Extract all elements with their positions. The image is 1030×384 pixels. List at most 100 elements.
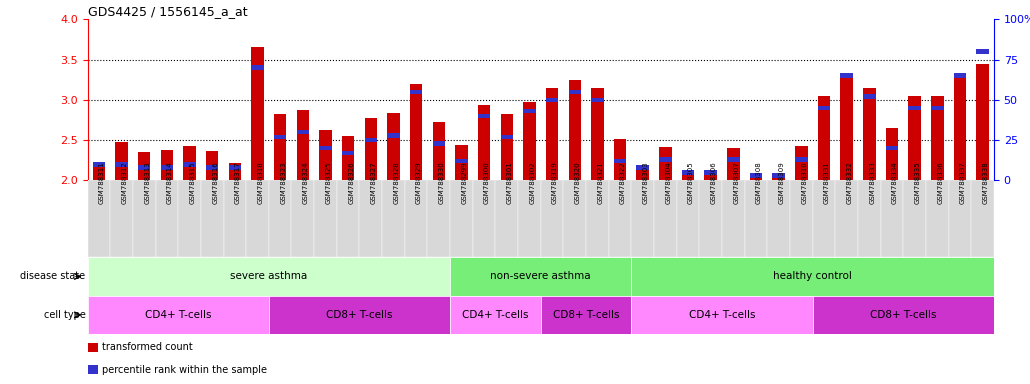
Bar (722, 180, 745, 257)
Bar (433, 122, 445, 180)
Bar (881, 180, 903, 257)
Bar (677, 180, 699, 257)
Bar (319, 131, 332, 180)
Bar (183, 146, 196, 180)
Bar (450, 296, 541, 334)
Bar (863, 88, 876, 180)
Bar (795, 146, 808, 180)
Text: GSM788306: GSM788306 (711, 161, 717, 204)
Bar (976, 49, 989, 54)
Text: GSM788303: GSM788303 (643, 161, 649, 204)
Bar (908, 106, 921, 110)
Text: healthy control: healthy control (774, 271, 852, 281)
Text: GSM788308: GSM788308 (756, 161, 762, 204)
Bar (772, 174, 785, 178)
Bar (161, 150, 173, 180)
Bar (614, 139, 626, 180)
Text: CD8+ T-cells: CD8+ T-cells (870, 310, 936, 320)
Bar (699, 180, 722, 257)
Bar (224, 180, 246, 257)
Text: GSM788323: GSM788323 (280, 161, 286, 204)
Bar (886, 146, 898, 151)
Bar (342, 136, 354, 180)
Bar (818, 96, 830, 180)
Bar (251, 65, 264, 70)
Bar (133, 180, 156, 257)
Bar (410, 84, 422, 180)
Bar (926, 180, 949, 257)
Text: GSM788332: GSM788332 (847, 161, 853, 204)
Bar (840, 73, 853, 78)
Bar (229, 166, 241, 170)
Bar (365, 138, 377, 142)
Bar (319, 146, 332, 151)
Bar (569, 89, 581, 94)
Bar (297, 110, 309, 180)
Bar (541, 180, 563, 257)
Bar (206, 166, 218, 170)
Bar (88, 257, 450, 296)
Bar (682, 170, 694, 175)
Bar (405, 180, 427, 257)
Bar (138, 152, 150, 180)
Bar (433, 141, 445, 146)
Text: GSM788333: GSM788333 (869, 161, 875, 204)
Bar (818, 106, 830, 110)
Bar (705, 170, 717, 180)
Bar (229, 163, 241, 180)
Bar (115, 142, 128, 180)
Text: GSM788337: GSM788337 (960, 161, 966, 204)
Bar (274, 114, 286, 180)
Text: GSM788326: GSM788326 (348, 161, 354, 204)
Text: GSM788310: GSM788310 (801, 161, 808, 204)
Text: GSM788302: GSM788302 (529, 161, 536, 204)
Text: GSM788304: GSM788304 (665, 161, 672, 204)
Bar (314, 180, 337, 257)
Bar (387, 133, 400, 137)
Text: GSM788324: GSM788324 (303, 162, 309, 204)
Bar (971, 180, 994, 257)
Bar (156, 180, 178, 257)
Bar (546, 88, 558, 180)
Bar (478, 106, 490, 180)
Bar (161, 166, 173, 170)
Bar (745, 180, 767, 257)
Bar (563, 180, 586, 257)
Text: severe asthma: severe asthma (230, 271, 307, 281)
Text: GSM788307: GSM788307 (733, 161, 740, 204)
Bar (455, 145, 468, 180)
Bar (795, 157, 808, 162)
Text: GSM788322: GSM788322 (620, 162, 626, 204)
Text: GSM788311: GSM788311 (99, 161, 105, 204)
Bar (727, 157, 740, 162)
Text: GSM788329: GSM788329 (416, 161, 422, 204)
Text: GSM788300: GSM788300 (484, 161, 490, 204)
Text: GSM788309: GSM788309 (779, 161, 785, 204)
Text: cell type: cell type (43, 310, 85, 320)
Text: GSM788305: GSM788305 (688, 161, 694, 204)
Text: CD8+ T-cells: CD8+ T-cells (327, 310, 392, 320)
Text: GSM788318: GSM788318 (258, 161, 264, 204)
Bar (637, 166, 649, 170)
Bar (93, 163, 105, 180)
Text: GSM788334: GSM788334 (892, 161, 898, 204)
Text: GSM788327: GSM788327 (371, 161, 377, 204)
Bar (631, 257, 994, 296)
Bar (954, 76, 966, 180)
Text: GSM788313: GSM788313 (144, 161, 150, 204)
Text: GSM788331: GSM788331 (824, 161, 830, 204)
Bar (903, 180, 926, 257)
Bar (813, 180, 835, 257)
Text: disease state: disease state (21, 271, 85, 281)
Bar (138, 166, 150, 170)
Bar (110, 180, 133, 257)
Bar (546, 98, 558, 102)
Bar (569, 80, 581, 180)
Text: CD4+ T-cells: CD4+ T-cells (145, 310, 211, 320)
Text: GSM788317: GSM788317 (235, 161, 241, 204)
Bar (88, 180, 110, 257)
Bar (93, 162, 105, 167)
Bar (541, 296, 631, 334)
Bar (790, 180, 813, 257)
Text: CD4+ T-cells: CD4+ T-cells (689, 310, 755, 320)
